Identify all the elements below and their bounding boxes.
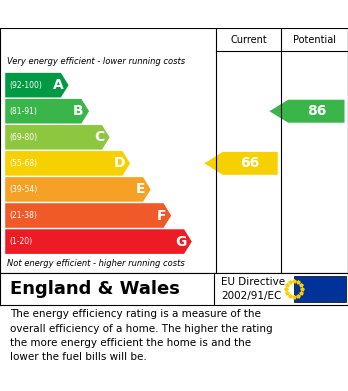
Text: EU Directive
2002/91/EC: EU Directive 2002/91/EC [221, 277, 285, 301]
Text: A: A [53, 78, 63, 92]
Polygon shape [5, 125, 110, 150]
Text: England & Wales: England & Wales [10, 280, 180, 298]
Text: The energy efficiency rating is a measure of the
overall efficiency of a home. T: The energy efficiency rating is a measur… [10, 309, 273, 362]
Polygon shape [5, 203, 171, 228]
FancyBboxPatch shape [294, 276, 346, 303]
Text: Not energy efficient - higher running costs: Not energy efficient - higher running co… [7, 259, 185, 268]
Text: Current: Current [230, 35, 267, 45]
Text: D: D [113, 156, 125, 170]
Polygon shape [5, 177, 151, 202]
Polygon shape [5, 151, 130, 176]
Text: Energy Efficiency Rating: Energy Efficiency Rating [10, 7, 232, 22]
Text: Potential: Potential [293, 35, 336, 45]
Text: (39-54): (39-54) [9, 185, 38, 194]
Text: (21-38): (21-38) [9, 211, 37, 220]
Polygon shape [5, 229, 192, 254]
Text: (55-68): (55-68) [9, 159, 38, 168]
Text: F: F [157, 208, 166, 222]
Text: Very energy efficient - lower running costs: Very energy efficient - lower running co… [7, 57, 185, 66]
Text: (69-80): (69-80) [9, 133, 38, 142]
Text: (92-100): (92-100) [9, 81, 42, 90]
Polygon shape [204, 152, 278, 175]
Text: C: C [94, 130, 104, 144]
Text: (1-20): (1-20) [9, 237, 32, 246]
Text: (81-91): (81-91) [9, 107, 37, 116]
Text: E: E [136, 183, 145, 196]
Text: 66: 66 [240, 156, 260, 170]
Text: G: G [175, 235, 187, 249]
Text: 86: 86 [307, 104, 326, 118]
Polygon shape [269, 100, 345, 123]
Polygon shape [5, 99, 89, 124]
Text: B: B [73, 104, 84, 118]
Polygon shape [5, 73, 69, 97]
